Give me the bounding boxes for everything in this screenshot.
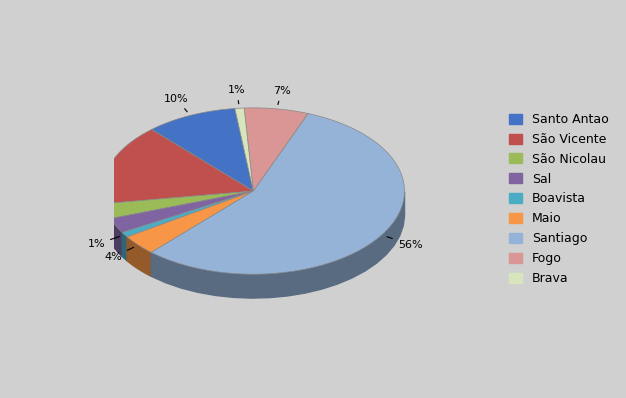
Polygon shape — [111, 219, 122, 256]
Text: 1%: 1% — [88, 236, 120, 250]
Polygon shape — [244, 108, 308, 191]
Polygon shape — [151, 109, 254, 191]
Text: 3%: 3% — [0, 397, 1, 398]
Polygon shape — [127, 191, 254, 252]
Text: 3%: 3% — [0, 397, 1, 398]
Text: 10%: 10% — [164, 94, 188, 112]
Polygon shape — [151, 113, 404, 274]
Text: 56%: 56% — [387, 237, 423, 250]
Polygon shape — [127, 237, 151, 276]
Polygon shape — [104, 191, 254, 219]
Polygon shape — [151, 192, 404, 298]
Legend: Santo Antao, São Vicente, São Nicolau, Sal, Boavista, Maio, Santiago, Fogo, Brav: Santo Antao, São Vicente, São Nicolau, S… — [504, 108, 613, 290]
Polygon shape — [102, 193, 104, 228]
Polygon shape — [102, 129, 254, 204]
Text: 7%: 7% — [273, 86, 290, 105]
Text: 4%: 4% — [104, 247, 133, 262]
Polygon shape — [122, 232, 127, 261]
Text: 1%: 1% — [228, 85, 245, 104]
Polygon shape — [122, 191, 254, 237]
Polygon shape — [104, 204, 111, 242]
Polygon shape — [111, 191, 254, 232]
Text: 16%: 16% — [0, 397, 1, 398]
Polygon shape — [235, 108, 254, 191]
